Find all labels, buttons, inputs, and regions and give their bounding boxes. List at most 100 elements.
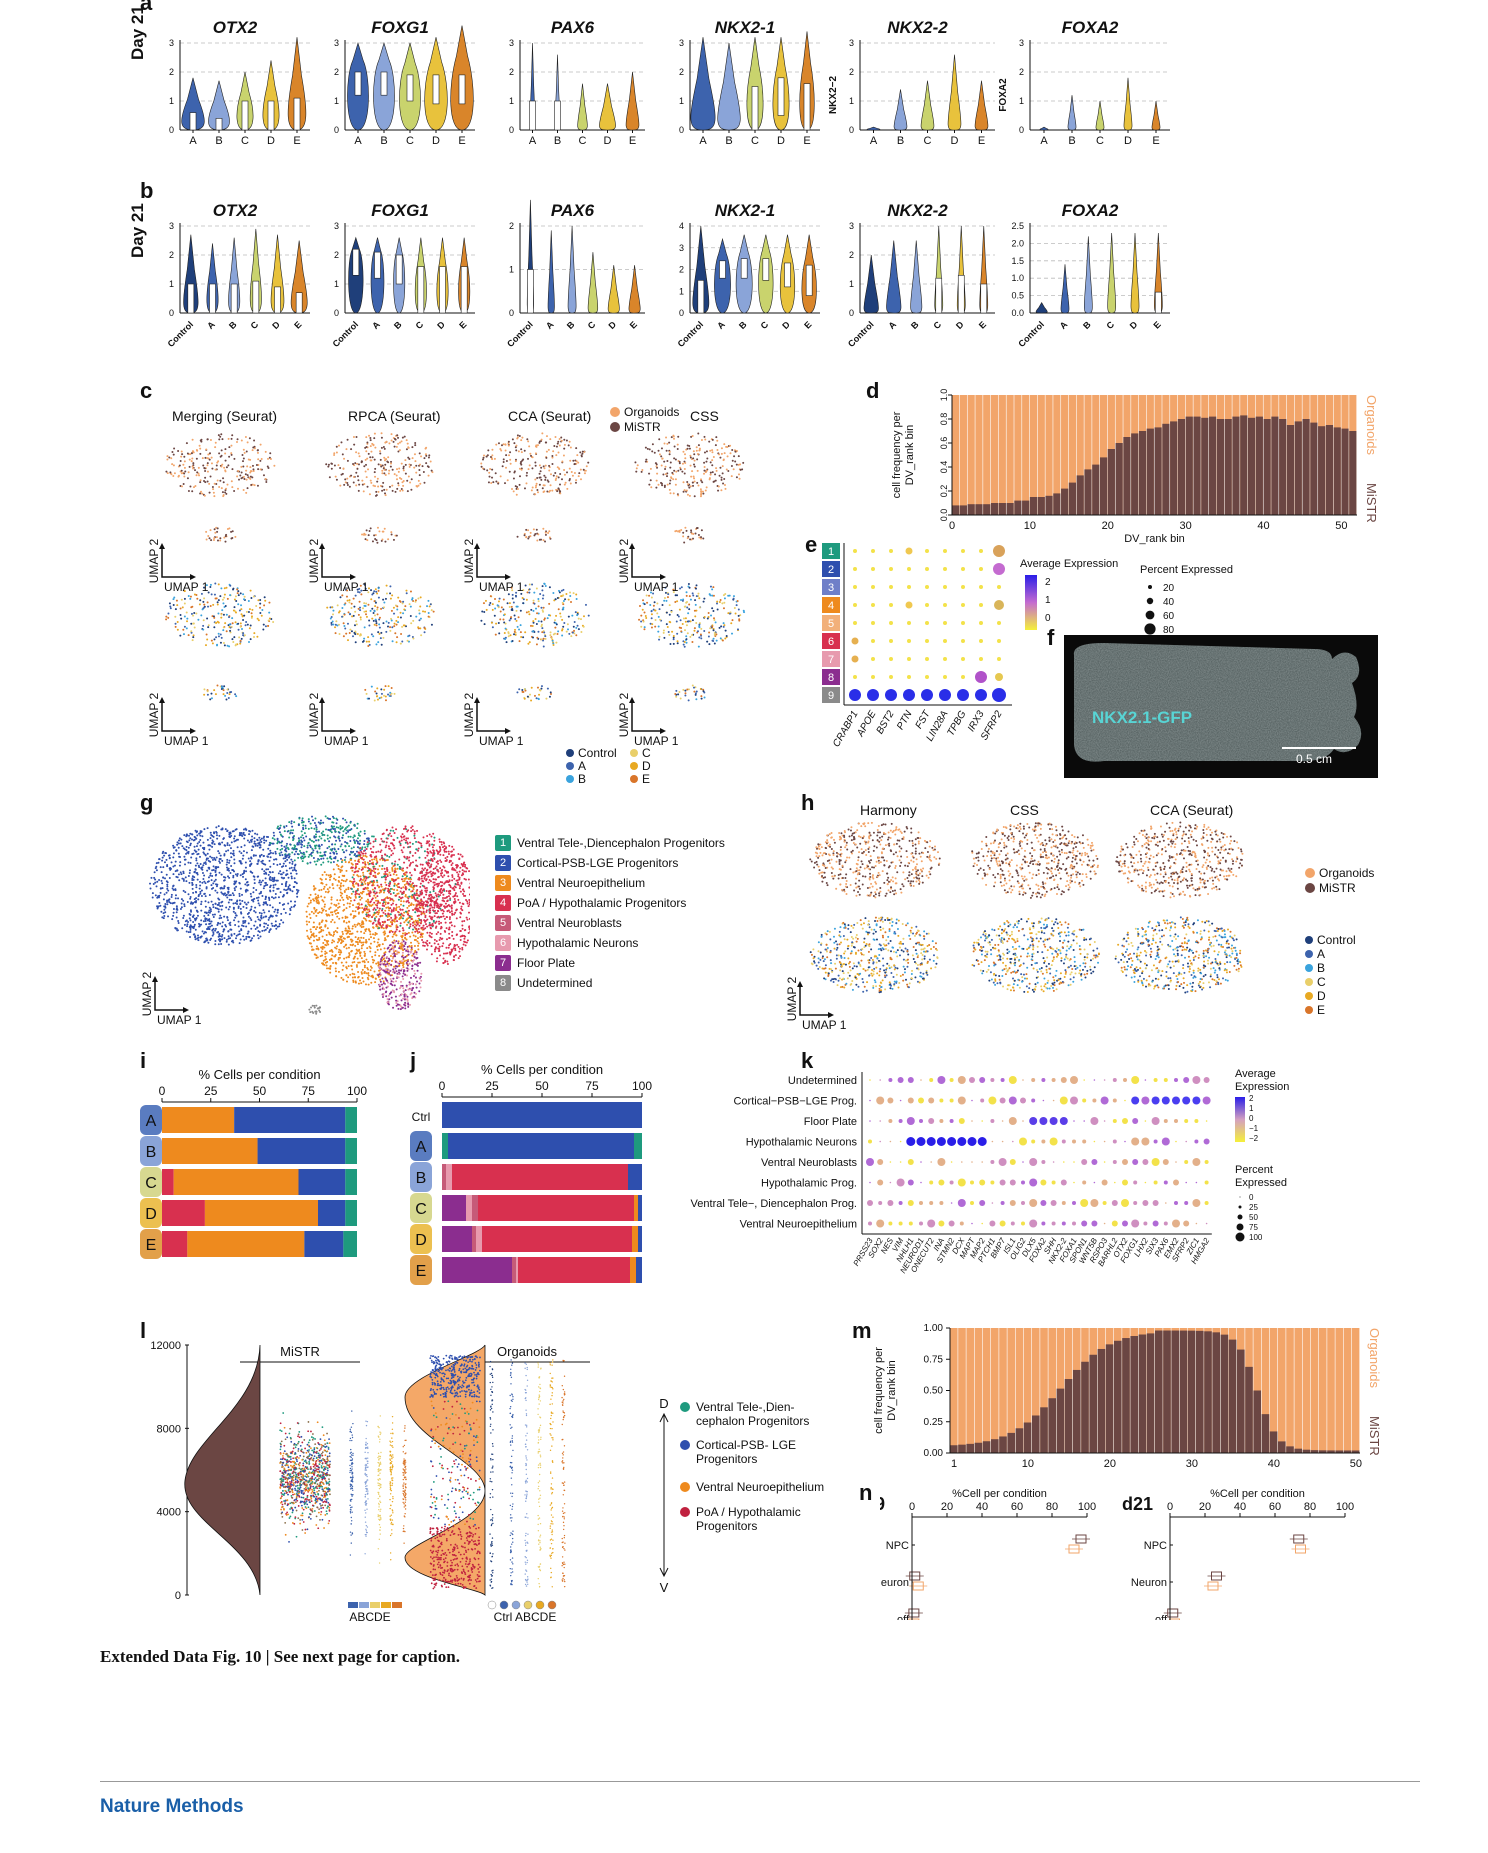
cell-point (213, 616, 216, 619)
violin (910, 240, 923, 314)
x-tick: E (293, 135, 300, 147)
cell-point (353, 839, 356, 842)
cell-point (172, 873, 175, 876)
bar-mistr (1138, 431, 1147, 515)
cell-point (236, 902, 239, 905)
y-tick: 0.4 (939, 461, 949, 474)
cell-point (365, 445, 368, 448)
cell-point (714, 621, 717, 624)
cell-point (272, 886, 275, 889)
cell-point (206, 857, 209, 860)
cell-point (213, 482, 216, 485)
c-legend-a: A (566, 759, 586, 773)
c-legend-b: B (566, 772, 586, 786)
cell-point (579, 618, 582, 621)
cell-point (244, 861, 247, 864)
cell-point (250, 483, 253, 486)
cell-point (666, 625, 669, 628)
x-tick: D (954, 319, 966, 331)
cell-point (542, 637, 545, 640)
violin (625, 71, 640, 131)
cell-point (255, 605, 258, 608)
cell-point (339, 825, 342, 828)
expr-dot (925, 603, 929, 607)
cell-point (544, 476, 547, 479)
cluster-badge (822, 579, 840, 595)
cell-point (296, 891, 299, 894)
cell-point (161, 852, 164, 855)
cell-point (691, 592, 694, 595)
cell-point (375, 494, 378, 497)
cell-point (677, 693, 680, 696)
cell-point (357, 607, 360, 610)
cell-point (245, 491, 248, 494)
cluster-number: 3 (828, 582, 834, 594)
x-tick: C (931, 319, 943, 331)
cell-point (698, 626, 701, 629)
cell-point (676, 600, 679, 603)
cell-point (525, 611, 528, 614)
cell-point (243, 595, 246, 598)
cell-point (207, 914, 210, 917)
cell-point (391, 594, 394, 597)
cell-point (571, 614, 574, 617)
cell-point (179, 908, 182, 911)
cell-point (425, 462, 428, 465)
cell-point (334, 836, 337, 839)
cell-point (160, 879, 163, 882)
cell-point (552, 644, 555, 647)
cluster-badge (822, 543, 840, 559)
cell-point (382, 636, 385, 639)
expr-dot (925, 657, 929, 661)
cell-point (207, 626, 210, 629)
cell-point (273, 834, 276, 837)
x-tick: Control (1016, 319, 1046, 349)
cell-point (199, 439, 202, 442)
cell-point (380, 696, 383, 699)
cell-point (162, 912, 165, 915)
cell-point (355, 623, 358, 626)
cell-point (528, 591, 531, 594)
nkx21-gfp-image: NKX2.1-GFP 0.5 cm (1064, 635, 1378, 778)
cell-point (329, 852, 332, 855)
cell-point (355, 484, 358, 487)
cell-point (575, 597, 578, 600)
cell-point (419, 617, 422, 620)
cell-point (665, 623, 668, 626)
box (935, 277, 943, 314)
cell-point (490, 482, 493, 485)
cell-point (713, 619, 716, 622)
cell-point (577, 461, 580, 464)
cell-point (544, 531, 547, 534)
cell-point (532, 528, 535, 531)
cell-point (430, 469, 433, 472)
cell-point (323, 839, 326, 842)
cell-point (418, 469, 421, 472)
expr-dot (961, 639, 965, 643)
cell-point (179, 614, 182, 617)
cell-point (513, 633, 516, 636)
cell-point (360, 589, 363, 592)
cell-point (654, 462, 657, 465)
panel-letter-e: e (805, 532, 818, 557)
cell-point (363, 830, 366, 833)
box (554, 100, 561, 131)
expr-dot (871, 567, 875, 571)
cell-point (293, 905, 296, 908)
row-b-day-label: Day 21 (128, 203, 147, 258)
cell-point (301, 855, 304, 858)
cell-point (239, 474, 242, 477)
cell-point (352, 475, 355, 478)
cell-point (515, 493, 518, 496)
cell-point (676, 613, 679, 616)
panel-letter-d: d (866, 378, 880, 403)
cell-point (649, 603, 652, 606)
cell-point (541, 627, 544, 630)
box (354, 71, 362, 96)
cell-point (221, 892, 224, 895)
violin (886, 240, 902, 314)
cell-point (723, 597, 726, 600)
cell-point (191, 833, 194, 836)
cell-point (185, 930, 188, 933)
cell-point (239, 592, 242, 595)
